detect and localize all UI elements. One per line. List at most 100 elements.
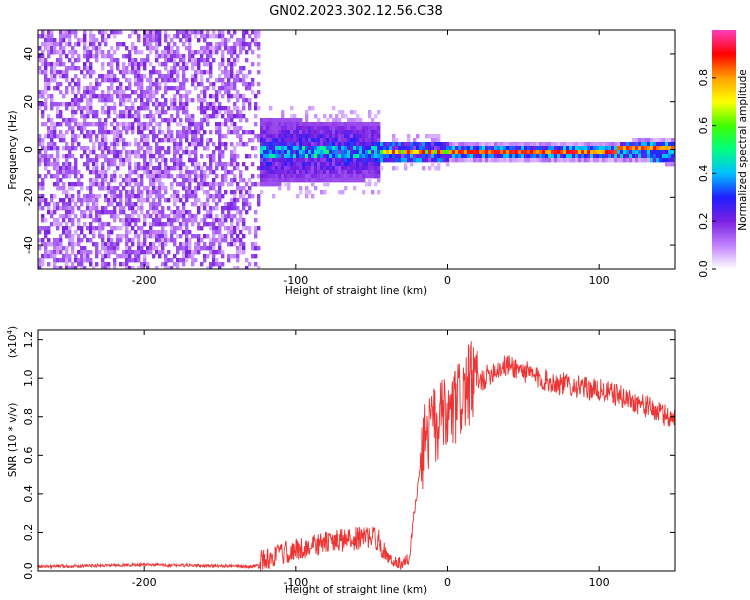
spectrogram-cell: [302, 162, 306, 167]
spectrogram-cell: [230, 226, 234, 231]
spectrogram-cell: [152, 30, 156, 35]
spectrogram-cell: [449, 150, 453, 155]
spectrogram-cell: [503, 150, 507, 155]
spectrogram-cell: [80, 110, 84, 115]
spectrogram-cell: [371, 170, 375, 175]
spectrogram-cell: [338, 150, 342, 155]
spectrogram-cell: [251, 90, 255, 95]
spectrogram-cell: [92, 142, 96, 147]
spectrogram-cell: [98, 154, 102, 159]
spectrogram-cell: [260, 138, 264, 143]
spectrogram-cell: [95, 134, 99, 139]
spectrogram-cell: [203, 190, 207, 195]
spectrogram-cell: [71, 106, 75, 111]
spectrogram-cell: [182, 70, 186, 75]
spectrogram-cell: [224, 66, 228, 71]
spectrogram-cell: [164, 162, 168, 167]
spectrogram-cell: [239, 214, 243, 219]
spectrogram-cell: [476, 154, 480, 159]
spectrogram-cell: [158, 130, 162, 135]
spectrogram-cell: [551, 146, 555, 151]
spectrogram-cell: [164, 222, 168, 227]
spectrogram-cell: [200, 102, 204, 107]
spectrogram-cell: [179, 158, 183, 163]
spectrogram-cell: [305, 118, 309, 123]
spectrogram-cell: [293, 166, 297, 171]
spectrogram-cell: [86, 122, 90, 127]
spectrogram-cell: [158, 138, 162, 143]
spectrogram-cell: [182, 66, 186, 71]
spectrogram-cell: [314, 126, 318, 131]
spectrogram-cell: [107, 166, 111, 171]
spectrogram-cell: [38, 198, 42, 203]
spectrogram-cell: [611, 142, 615, 147]
spectrogram-cell: [98, 30, 102, 35]
spectrogram-cell: [152, 90, 156, 95]
spectrogram-cell: [227, 254, 231, 259]
spectrogram-cell: [152, 46, 156, 51]
spectrogram-cell: [350, 118, 354, 123]
spectrogram-cell: [167, 86, 171, 91]
spectrogram-cell: [263, 158, 267, 163]
spectrogram-cell: [155, 58, 159, 63]
spectrogram-cell: [185, 242, 189, 247]
spectrogram-cell: [476, 142, 480, 147]
spectrogram-cell: [131, 170, 135, 175]
spectrogram-cell: [68, 234, 72, 239]
spectrogram-cell: [407, 134, 411, 139]
spectrogram-cell: [521, 150, 525, 155]
spectrogram-cell: [170, 258, 174, 263]
spectrogram-cell: [332, 166, 336, 171]
spectrogram-cell: [647, 146, 651, 151]
spectrogram-cell: [92, 34, 96, 39]
spectrogram-cell: [167, 70, 171, 75]
spectrogram-cell: [86, 250, 90, 255]
spectrogram-cell: [164, 74, 168, 79]
spectrogram-cell: [128, 86, 132, 91]
spectrogram-cell: [347, 146, 351, 151]
spectrogram-cell: [329, 146, 333, 151]
spectrogram-cell: [95, 110, 99, 115]
spectrogram-cell: [269, 154, 273, 159]
spectrogram-cell: [641, 158, 645, 163]
spectrogram-cell: [71, 238, 75, 243]
spectrogram-cell: [80, 106, 84, 111]
spectrogram-cell: [74, 98, 78, 103]
spectrogram-cell: [143, 186, 147, 191]
spectrogram-cell: [137, 118, 141, 123]
spectrogram-cell: [329, 134, 333, 139]
spectrogram-cell: [158, 198, 162, 203]
spectrogram-cell: [38, 58, 42, 63]
spectrogram-cell: [374, 138, 378, 143]
spectrogram-cell: [620, 154, 624, 159]
spectrogram-cell: [134, 250, 138, 255]
spectrogram-cell: [62, 190, 66, 195]
spectrogram-cell: [347, 134, 351, 139]
spectrogram-cell: [98, 146, 102, 151]
spectrogram-cell: [233, 190, 237, 195]
spectrogram-cell: [209, 182, 213, 187]
spectrogram-cell: [290, 142, 294, 147]
spectrogram-cell: [215, 206, 219, 211]
spectrogram-cell: [230, 50, 234, 55]
spectrogram-cell: [353, 186, 357, 191]
spectrogram-cell: [53, 86, 57, 91]
spectrogram-cell: [446, 158, 450, 163]
spectrogram-cell: [128, 202, 132, 207]
spectrogram-cell: [164, 158, 168, 163]
spectrogram-cell: [230, 70, 234, 75]
snr-ytick-label: 0.2: [22, 524, 35, 542]
spectrogram-cell: [194, 150, 198, 155]
spectrogram-cell: [611, 150, 615, 155]
spectrogram-cell: [116, 254, 120, 259]
spectrogram-cell: [116, 166, 120, 171]
spectrogram-cell: [359, 126, 363, 131]
spectrogram-cell: [95, 154, 99, 159]
spectrogram-cell: [374, 174, 378, 179]
spectrogram-cell: [272, 178, 276, 183]
spectrogram-cell: [173, 34, 177, 39]
spectrogram-cell: [365, 130, 369, 135]
spectrogram-cell: [155, 238, 159, 243]
spectrogram-cell: [206, 102, 210, 107]
spectrogram-cell: [281, 146, 285, 151]
